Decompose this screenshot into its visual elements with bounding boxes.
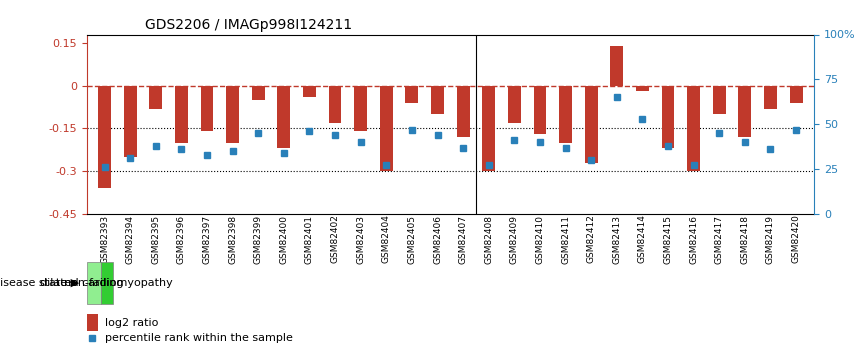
- Text: GSM82395: GSM82395: [152, 215, 160, 264]
- Bar: [380, 86, 392, 171]
- Bar: [585, 86, 598, 162]
- Text: GSM82418: GSM82418: [740, 215, 749, 264]
- FancyBboxPatch shape: [87, 262, 100, 304]
- Text: GSM82411: GSM82411: [561, 215, 570, 264]
- Bar: [482, 86, 495, 171]
- Text: GSM82405: GSM82405: [407, 215, 417, 264]
- Text: GSM82415: GSM82415: [663, 215, 673, 264]
- Bar: [662, 86, 675, 148]
- Text: GSM82417: GSM82417: [714, 215, 724, 264]
- Bar: [252, 86, 265, 100]
- Bar: [175, 86, 188, 143]
- Bar: [764, 86, 777, 109]
- Text: GSM82402: GSM82402: [331, 215, 339, 264]
- Bar: [405, 86, 418, 103]
- Bar: [431, 86, 444, 114]
- Bar: [790, 86, 803, 103]
- Bar: [456, 86, 469, 137]
- Bar: [303, 86, 316, 97]
- Bar: [354, 86, 367, 131]
- Text: GSM82396: GSM82396: [177, 215, 186, 264]
- Text: GSM82408: GSM82408: [484, 215, 494, 264]
- Text: GSM82414: GSM82414: [638, 215, 647, 264]
- Bar: [611, 46, 624, 86]
- Bar: [149, 86, 162, 109]
- Text: GSM82393: GSM82393: [100, 215, 109, 264]
- Text: GSM82409: GSM82409: [510, 215, 519, 264]
- Bar: [87, 314, 98, 331]
- Text: GSM82413: GSM82413: [612, 215, 621, 264]
- Text: log2 ratio: log2 ratio: [105, 318, 158, 327]
- Text: dilated cardiomyopathy: dilated cardiomyopathy: [40, 278, 173, 288]
- Text: GSM82407: GSM82407: [459, 215, 468, 264]
- Text: non-failing: non-failing: [64, 278, 123, 288]
- Bar: [713, 86, 726, 114]
- Bar: [329, 86, 341, 123]
- Bar: [201, 86, 213, 131]
- Text: GSM82416: GSM82416: [689, 215, 698, 264]
- Text: GSM82397: GSM82397: [203, 215, 211, 264]
- Text: disease state ▶: disease state ▶: [0, 278, 80, 288]
- Bar: [688, 86, 700, 171]
- Bar: [98, 86, 111, 188]
- Text: GSM82400: GSM82400: [280, 215, 288, 264]
- FancyBboxPatch shape: [100, 262, 113, 304]
- Text: GSM82398: GSM82398: [228, 215, 237, 264]
- Text: GSM82394: GSM82394: [126, 215, 134, 264]
- Bar: [226, 86, 239, 143]
- Text: GSM82410: GSM82410: [535, 215, 545, 264]
- Bar: [508, 86, 520, 123]
- Bar: [559, 86, 572, 143]
- Text: GSM82406: GSM82406: [433, 215, 442, 264]
- Text: GSM82420: GSM82420: [792, 215, 800, 264]
- Bar: [739, 86, 752, 137]
- Text: percentile rank within the sample: percentile rank within the sample: [105, 333, 293, 343]
- Bar: [277, 86, 290, 148]
- Bar: [636, 86, 649, 91]
- Text: GSM82399: GSM82399: [254, 215, 262, 264]
- Text: GSM82412: GSM82412: [586, 215, 596, 264]
- Bar: [533, 86, 546, 134]
- Text: GSM82401: GSM82401: [305, 215, 314, 264]
- Text: GDS2206 / IMAGp998I124211: GDS2206 / IMAGp998I124211: [145, 18, 352, 32]
- Text: GSM82403: GSM82403: [356, 215, 365, 264]
- Text: GSM82419: GSM82419: [766, 215, 775, 264]
- Bar: [124, 86, 137, 157]
- Text: GSM82404: GSM82404: [382, 215, 391, 264]
